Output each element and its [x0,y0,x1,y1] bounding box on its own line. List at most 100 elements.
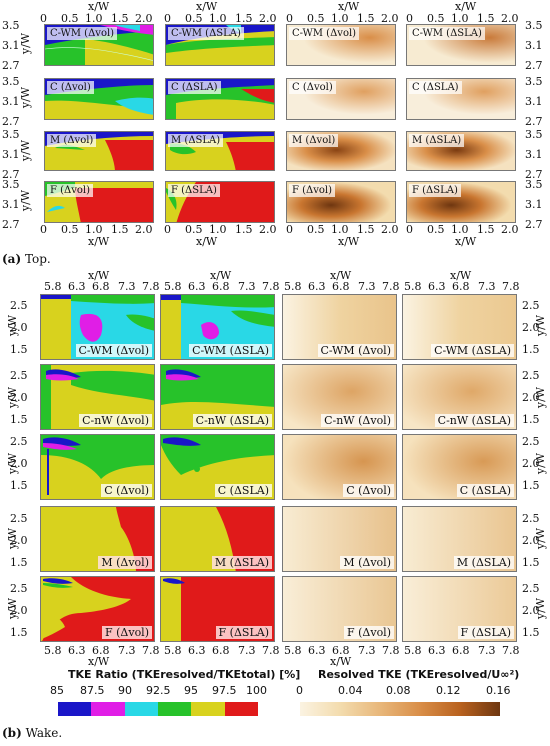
wake-x-axis-title-lower-2: x/W [330,655,352,668]
top-ratio-sla-row3: M (ΔSLA) [165,131,275,171]
colorbar-ratio-swatch [58,702,92,716]
panel-label: C-nW (ΔSLA) [192,414,272,427]
wake-x-ticks-upper: 5.8 6.3 6.8 7.3 7.8 5.8 6.3 6.8 7.3 7.8 … [44,280,520,293]
wake-ratio-vol-row3: C (Δvol) [40,434,155,500]
colorbar-tke [300,702,500,716]
wake-y-axes-right: 2.5 2.0 1.5 2.5 2.0 1.5 2.5 2.0 1.5 2.5 … [522,299,548,639]
panel-label: C (Δvol) [101,484,152,497]
panel-label: C-WM (ΔSLA) [409,27,485,40]
wake-x-axis-title-lower: x/W [88,655,110,668]
wake-tke-vol-row1: C-WM (Δvol) [282,294,397,360]
wake-tke-vol-row5: F (Δvol) [282,576,397,642]
panel-label: F (ΔSLA) [457,626,514,639]
top-y-axes-left: 3.5 3.1 2.7 3.5 3.1 2.7 3.5 3.1 2.7 3.5 … [2,19,33,231]
wake-ratio-sla-row2: C-nW (ΔSLA) [160,364,275,430]
panel-label: C-WM (ΔSLA) [168,27,244,40]
colorbar-ratio-swatch [124,702,158,716]
wake-ratio-sla-row1: C-WM (ΔSLA) [160,294,275,360]
panel-label: C (Δvol) [343,484,394,497]
wake-tke-sla-row3: C (ΔSLA) [402,434,517,500]
wake-ratio-sla-row4: M (ΔSLA) [160,506,275,572]
colorbar-tke-ticks: 0 0.04 0.08 0.12 0.16 [296,684,511,697]
top-y-axes-right: 3.5 3.1 2.7 3.5 3.1 2.7 3.5 3.1 2.7 3.5 … [525,19,543,231]
top-ratio-sla-row4: F (ΔSLA) [165,181,275,223]
panel-label: F (Δvol) [47,184,94,197]
top-tke-sla-row1: C-WM (ΔSLA) [406,24,516,66]
top-ratio-sla-row2: C (ΔSLA) [165,78,275,120]
top-tke-vol-row4: F (Δvol) [286,181,396,223]
panel-label: C (ΔSLA) [168,81,221,94]
top-ratio-vol-row1: C-WM (Δvol) [44,24,154,66]
top-ratio-sla-row1: C-WM (ΔSLA) [165,24,275,66]
panel-label: M (ΔSLA) [453,556,514,569]
wake-ratio-sla-row3: C (ΔSLA) [160,434,275,500]
top-x-axis-title-upper-4: x/W [455,0,477,13]
panel-label: M (Δvol) [289,134,339,147]
panel-label: C-WM (ΔSLA) [189,344,272,357]
wake-tke-vol-row2: C-nW (Δvol) [282,364,397,430]
panel-label: M (ΔSLA) [409,134,465,147]
panel-label: C-WM (Δvol) [75,344,152,357]
wake-ratio-sla-row5: F (ΔSLA) [160,576,275,642]
panel-label: C (ΔSLA) [456,484,514,497]
panel-label: C-WM (ΔSLA) [431,344,514,357]
panel-label: M (Δvol) [47,134,97,147]
wake-x-axis-title-upper: x/W [88,269,110,282]
wake-tke-vol-row3: C (Δvol) [282,434,397,500]
wake-x-axis-title-upper-2: x/W [210,269,232,282]
caption-top: (a) Top. [2,252,51,266]
wake-x-ticks-lower: 5.8 6.3 6.8 7.3 7.8 5.8 6.3 6.8 7.3 7.8 … [44,644,520,657]
panel-label: F (ΔSLA) [215,626,272,639]
colorbar-ratio [58,702,258,716]
top-x-axis-title-upper: x/W [88,0,110,13]
top-x-axis-title-lower-3: x/W [338,235,360,248]
top-tke-vol-row3: M (Δvol) [286,131,396,171]
panel-label: C (ΔSLA) [409,81,462,94]
top-x-axis-title-upper-3: x/W [338,0,360,13]
panel-label: C-nW (ΔSLA) [434,414,514,427]
panel-label: C (ΔSLA) [214,484,272,497]
panel-label: C (Δvol) [47,81,94,94]
panel-label: M (Δvol) [98,556,152,569]
top-tke-sla-row4: F (ΔSLA) [406,181,516,223]
wake-ratio-vol-row2: C-nW (Δvol) [40,364,155,430]
panel-label: M (ΔSLA) [211,556,272,569]
panel-label: C-nW (Δvol) [321,414,394,427]
panel-label: F (Δvol) [343,626,394,639]
wake-x-axis-title-upper-4: x/W [450,269,472,282]
wake-x-axis-title-upper-3: x/W [330,269,352,282]
panel-label: C-WM (Δvol) [47,27,118,40]
colorbar-ratio-ticks: 85 87.5 90 92.5 95 97.5 100 [50,684,267,697]
panel-label: C-WM (Δvol) [289,27,360,40]
colorbar-ratio-swatch [91,702,125,716]
top-tke-vol-row2: C (Δvol) [286,78,396,120]
panel-label: F (Δvol) [289,184,336,197]
wake-ratio-vol-row1: C-WM (Δvol) [40,294,155,360]
colorbar-ratio-swatch [191,702,225,716]
top-x-axis-title-lower: x/W [88,235,110,248]
top-x-axis-title-lower-2: x/W [196,235,218,248]
panel-label: C (Δvol) [289,81,336,94]
top-x-ticks-upper: 0 0.5 1.0 1.5 2.0 0 0.5 1.0 1.5 2.0 0 0.… [40,12,519,25]
wake-tke-sla-row5: F (ΔSLA) [402,576,517,642]
panel-label: M (Δvol) [340,556,394,569]
contour-ratio-sla-m [166,132,274,170]
top-tke-vol-row1: C-WM (Δvol) [286,24,396,66]
wake-y-axes-left: 2.5 2.0 1.5 2.5 2.0 1.5 2.5 2.0 1.5 2.5 … [6,299,28,639]
wake-ratio-vol-row5: F (Δvol) [40,576,155,642]
panel-label: F (ΔSLA) [409,184,461,197]
caption-wake: (b) Wake. [2,726,63,740]
colorbar-ratio-title: TKE Ratio (TKEresolved/TKEtotal) [%] [68,668,301,681]
top-ratio-vol-row4: F (Δvol) [44,181,154,223]
panel-label: M (ΔSLA) [168,134,224,147]
top-x-axis-title-upper-2: x/W [196,0,218,13]
wake-tke-vol-row4: M (Δvol) [282,506,397,572]
top-ratio-vol-row2: C (Δvol) [44,78,154,120]
top-tke-sla-row3: M (ΔSLA) [406,131,516,171]
panel-label: C-nW (Δvol) [79,414,152,427]
wake-tke-sla-row2: C-nW (ΔSLA) [402,364,517,430]
top-x-ticks-lower: 0 0.5 1.0 1.5 2.0 0 0.5 1.0 1.5 2.0 0 0.… [40,223,519,236]
top-tke-sla-row2: C (ΔSLA) [406,78,516,120]
top-x-axis-title-lower-4: x/W [455,235,477,248]
panel-label: F (Δvol) [101,626,152,639]
